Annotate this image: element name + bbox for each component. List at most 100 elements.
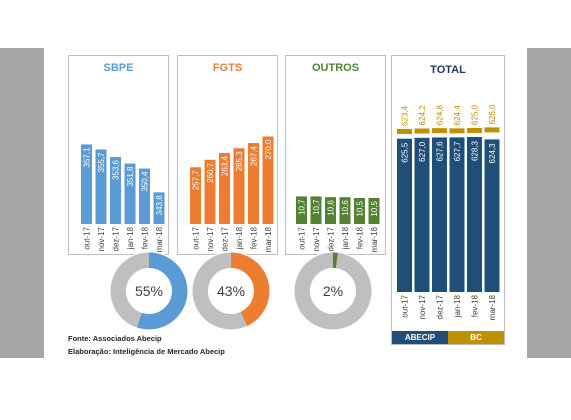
outros-card: OUTROS 10,7 out-17 10,7 nov-17 10,6 dez-17 10,… xyxy=(285,55,386,255)
sbpe-value-label: 357,1 xyxy=(83,147,92,168)
bc-value-label: 623,4 xyxy=(401,105,410,126)
total-category-label: mar-18 xyxy=(488,294,497,320)
outros-donut-percent: 2% xyxy=(322,283,344,299)
fgts-value-label: 260,7 xyxy=(206,162,215,183)
fgts-bar-nov-17 xyxy=(204,159,216,224)
sbpe-bar-fev-18 xyxy=(139,168,150,224)
sbpe-bar-dez-17 xyxy=(110,157,121,224)
outros-title: OUTROS xyxy=(311,62,360,74)
right-gray-margin xyxy=(527,48,571,358)
fgts-bar-mar-18 xyxy=(262,136,274,224)
abecip-bar-fev-18 xyxy=(467,137,482,292)
fgts-donut: 43% xyxy=(190,250,272,332)
sbpe-title: SBPE xyxy=(103,62,134,74)
sbpe-value-label: 350,4 xyxy=(141,171,150,192)
fgts-value-label: 270,0 xyxy=(264,139,273,160)
outros-bar-out-17 xyxy=(296,196,307,224)
outros-donut: 2% xyxy=(292,250,374,332)
bc-value-label: 624,8 xyxy=(436,105,445,126)
abecip-value-label: 627,7 xyxy=(453,141,462,162)
fgts-category-label: dez-17 xyxy=(221,226,230,251)
outros-category-label: dez-17 xyxy=(327,226,336,251)
sbpe-donut-percent: 55% xyxy=(134,283,164,299)
outros-value-label: 10,7 xyxy=(298,199,307,215)
total-category-label: jan-18 xyxy=(453,294,462,318)
sbpe-donut-share xyxy=(110,252,188,330)
left-gray-margin xyxy=(0,48,44,358)
total-category-label: nov-17 xyxy=(418,294,427,319)
fgts-bar-jan-18 xyxy=(233,148,245,224)
sbpe-value-label: 353,6 xyxy=(112,160,121,181)
sbpe-category-label: mar-18 xyxy=(155,226,164,252)
bc-marker-dez-17 xyxy=(432,128,447,134)
outros-category-label: fev-18 xyxy=(356,226,365,249)
sbpe-category-label: out-17 xyxy=(83,226,92,249)
fgts-value-label: 265,3 xyxy=(235,151,244,172)
outros-category-label: jan-18 xyxy=(341,226,350,250)
outros-donut-share xyxy=(294,252,372,330)
abecip-bar-mar-18 xyxy=(484,139,500,292)
sbpe-card: SBPE 357,1 out-17 355,7 nov-17 353,6 dez-17 35… xyxy=(68,55,169,255)
fgts-value-label: 263,4 xyxy=(221,155,230,176)
outros-bar-jan-18 xyxy=(339,197,351,224)
sbpe-value-label: 351,8 xyxy=(126,166,135,187)
outros-value-label: 10,5 xyxy=(370,200,379,216)
sbpe-bar-mar-18 xyxy=(153,192,165,224)
bc-value-label: 624,4 xyxy=(453,105,462,126)
abecip-value-label: 628,3 xyxy=(471,140,480,161)
sbpe-value-label: 355,7 xyxy=(97,152,106,173)
sbpe-bar-jan-18 xyxy=(124,163,136,224)
abecip-value-label: 627,0 xyxy=(418,141,427,162)
total-category-label: out-17 xyxy=(401,294,410,317)
total-category-label: dez-17 xyxy=(436,294,445,319)
fgts-title: FGTS xyxy=(212,62,243,74)
outros-bar-nov-17 xyxy=(310,196,322,224)
abecip-value-label: 624,3 xyxy=(488,143,497,164)
fgts-category-label: jan-18 xyxy=(235,226,244,250)
outros-category-label: mar-18 xyxy=(370,226,379,252)
fgts-card: FGTS 257,7 out-17 260,7 nov-17 263,4 dez-17 26… xyxy=(177,55,278,255)
bc-marker-fev-18 xyxy=(467,128,482,133)
sbpe-bar-chart: 357,1 out-17 355,7 nov-17 353,6 dez-17 351,8 ja… xyxy=(81,144,165,252)
bc-marker-mar-18 xyxy=(484,127,500,133)
outros-bar-chart: 10,7 out-17 10,7 nov-17 10,6 dez-17 10,6 jan-18… xyxy=(296,196,380,252)
outros-value-label: 10,6 xyxy=(327,200,336,216)
outros-value-label: 10,6 xyxy=(341,200,350,216)
abecip-bar-out-17 xyxy=(397,138,412,292)
bc-value-label: 626,0 xyxy=(488,104,497,125)
bc-value-label: 625,0 xyxy=(471,104,480,125)
outros-bar-dez-17 xyxy=(325,197,336,224)
abecip-bar-jan-18 xyxy=(449,137,465,292)
total-card: TOTAL 625,5 623,4 out-17 627,0 624,2 nov-17 62… xyxy=(391,55,505,345)
sbpe-donut: 55% xyxy=(108,250,190,332)
sbpe-category-label: dez-17 xyxy=(112,226,121,251)
outros-value-label: 10,5 xyxy=(356,200,365,216)
outros-category-label: out-17 xyxy=(298,226,307,249)
fgts-value-label: 267,4 xyxy=(250,145,259,166)
total-bar-chart: 625,5 623,4 out-17 627,0 624,2 nov-17 627,6 624… xyxy=(397,104,500,320)
fgts-donut-percent: 43% xyxy=(216,283,246,299)
bc-value-label: 624,2 xyxy=(418,105,427,126)
sbpe-category-label: nov-17 xyxy=(97,226,106,251)
bc-marker-nov-17 xyxy=(414,128,430,134)
abecip-bar-dez-17 xyxy=(432,137,447,292)
abecip-value-label: 625,5 xyxy=(401,142,410,163)
fgts-bar-chart: 257,7 out-17 260,7 nov-17 263,4 dez-17 265,3 ja… xyxy=(190,136,274,252)
outros-bar-fev-18 xyxy=(354,198,365,224)
abecip-value-label: 627,6 xyxy=(436,141,445,162)
fgts-category-label: mar-18 xyxy=(264,226,273,252)
legend-bc: BC xyxy=(448,331,504,344)
sbpe-bar-nov-17 xyxy=(95,149,107,224)
sbpe-value-label: 343,8 xyxy=(155,195,164,216)
elaboration-note: Elaboração: Inteligência de Mercado Abec… xyxy=(68,347,225,356)
source-note: Fonte: Associados Abecip xyxy=(68,334,162,343)
bc-marker-out-17 xyxy=(397,128,412,134)
fgts-bar-dez-17 xyxy=(219,153,230,224)
abecip-bar-nov-17 xyxy=(414,137,430,292)
fgts-bar-out-17 xyxy=(190,167,201,224)
sbpe-bar-out-17 xyxy=(81,144,92,224)
fgts-category-label: nov-17 xyxy=(206,226,215,251)
legend-abecip: ABECIP xyxy=(392,331,448,344)
fgts-category-label: fev-18 xyxy=(250,226,259,249)
fgts-value-label: 257,7 xyxy=(192,170,201,191)
